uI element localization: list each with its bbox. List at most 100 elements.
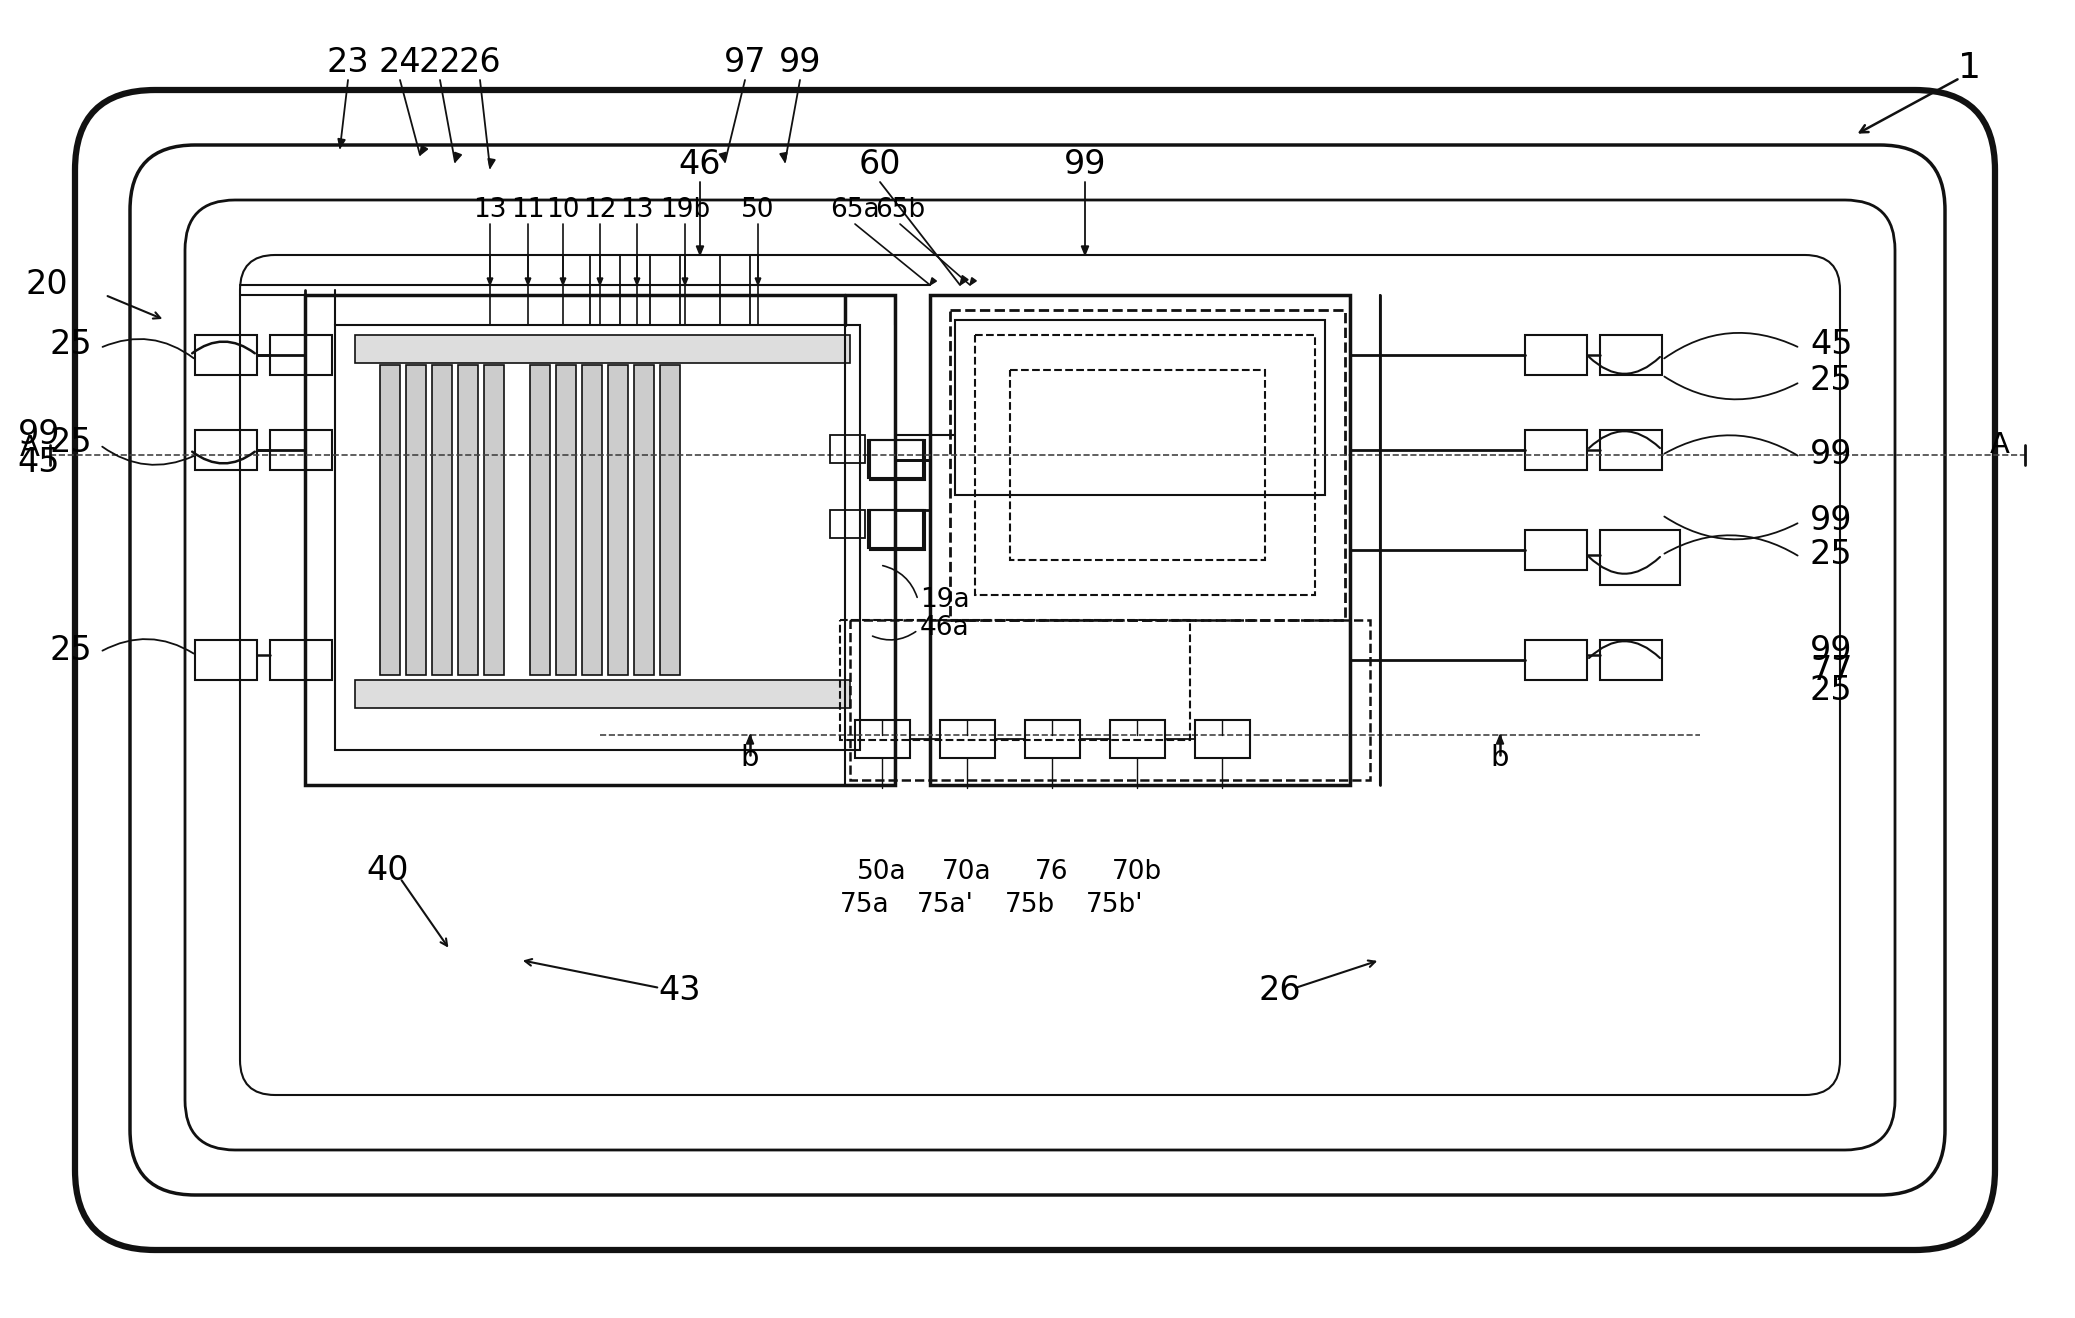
Polygon shape: [635, 278, 639, 285]
Bar: [459, 365, 477, 675]
Bar: [305, 295, 894, 786]
Text: 65b: 65b: [876, 196, 925, 223]
Text: 1: 1: [1959, 51, 1982, 84]
Text: 25: 25: [1809, 364, 1853, 397]
Bar: [1525, 641, 1587, 680]
Text: 65a: 65a: [830, 196, 880, 223]
Bar: [1600, 335, 1662, 376]
Text: 75a: 75a: [840, 892, 890, 919]
Text: 76: 76: [1035, 859, 1069, 884]
Bar: [1600, 530, 1681, 585]
Text: 19b: 19b: [660, 196, 710, 223]
Text: 70a: 70a: [942, 859, 992, 884]
Bar: [608, 365, 629, 675]
Text: 19a: 19a: [919, 587, 969, 613]
Polygon shape: [525, 278, 531, 285]
Polygon shape: [560, 278, 566, 285]
Bar: [355, 335, 851, 362]
Polygon shape: [1496, 735, 1504, 743]
Bar: [1525, 530, 1587, 569]
Text: A: A: [1990, 431, 2011, 459]
Text: 26: 26: [1260, 974, 1301, 1007]
Text: A: A: [21, 434, 39, 463]
Bar: [1525, 430, 1587, 471]
Bar: [975, 335, 1316, 594]
Text: 46a: 46a: [919, 616, 969, 641]
Bar: [635, 365, 654, 675]
Text: 99: 99: [1809, 439, 1853, 472]
Text: 13: 13: [620, 196, 654, 223]
Text: 45: 45: [1809, 328, 1853, 361]
Bar: [867, 510, 923, 548]
Polygon shape: [720, 153, 726, 162]
Text: 99: 99: [778, 46, 822, 79]
Text: 40: 40: [367, 854, 409, 887]
Bar: [930, 295, 1351, 786]
Text: 25: 25: [1809, 673, 1853, 706]
Text: 10: 10: [546, 196, 579, 223]
Bar: [950, 310, 1345, 619]
Bar: [483, 365, 504, 675]
Bar: [1195, 720, 1249, 758]
Bar: [1525, 335, 1587, 376]
Bar: [940, 720, 996, 758]
Bar: [270, 430, 332, 471]
Polygon shape: [755, 278, 762, 285]
Bar: [660, 365, 681, 675]
Text: 99: 99: [1809, 634, 1853, 667]
Text: 50: 50: [741, 196, 774, 223]
Bar: [1600, 641, 1662, 680]
Bar: [432, 365, 452, 675]
Text: 75b': 75b': [1085, 892, 1143, 919]
Polygon shape: [1081, 246, 1089, 254]
Bar: [869, 510, 925, 550]
Bar: [1025, 720, 1079, 758]
Bar: [195, 430, 257, 471]
Text: 99: 99: [1064, 149, 1106, 182]
Text: 75b: 75b: [1004, 892, 1054, 919]
Bar: [830, 435, 865, 463]
Polygon shape: [454, 153, 461, 162]
Bar: [1011, 370, 1266, 560]
Bar: [270, 641, 332, 680]
Bar: [355, 680, 851, 708]
Polygon shape: [598, 278, 604, 285]
Text: 13: 13: [473, 196, 506, 223]
Text: 97: 97: [724, 46, 766, 79]
Bar: [581, 365, 602, 675]
Polygon shape: [780, 153, 786, 162]
Text: 75a': 75a': [917, 892, 973, 919]
Polygon shape: [338, 138, 344, 148]
Bar: [830, 510, 865, 538]
Text: 99: 99: [1809, 503, 1853, 536]
Polygon shape: [488, 158, 496, 167]
Bar: [407, 365, 425, 675]
Text: 25: 25: [50, 426, 91, 459]
Text: 70b: 70b: [1112, 859, 1162, 884]
Polygon shape: [683, 278, 687, 285]
Text: 45: 45: [17, 445, 60, 478]
Text: 22: 22: [419, 46, 461, 79]
Bar: [195, 335, 257, 376]
Text: b: b: [1490, 743, 1509, 772]
Polygon shape: [488, 278, 492, 285]
Text: 24: 24: [378, 46, 421, 79]
Text: 43: 43: [658, 974, 701, 1007]
Text: 26: 26: [459, 46, 502, 79]
Bar: [855, 720, 911, 758]
Text: 46: 46: [679, 149, 722, 182]
Bar: [1110, 720, 1164, 758]
Text: b: b: [741, 743, 759, 772]
Text: 12: 12: [583, 196, 616, 223]
Polygon shape: [969, 278, 977, 285]
Text: 77: 77: [1809, 654, 1853, 687]
Text: 23: 23: [326, 46, 369, 79]
Text: 99: 99: [17, 419, 60, 452]
Bar: [840, 619, 1189, 739]
Bar: [1600, 430, 1662, 471]
Text: 11: 11: [510, 196, 546, 223]
Bar: [195, 641, 257, 680]
Text: 20: 20: [25, 269, 68, 302]
Bar: [869, 440, 925, 480]
Polygon shape: [961, 275, 969, 285]
